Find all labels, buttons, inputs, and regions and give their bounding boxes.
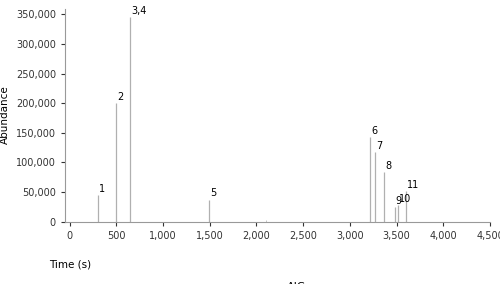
Text: 10: 10	[398, 194, 411, 204]
Text: 2: 2	[118, 92, 124, 102]
Text: 7: 7	[376, 141, 382, 151]
Text: 5: 5	[210, 189, 216, 199]
Text: 6: 6	[372, 126, 378, 136]
Text: 9: 9	[396, 196, 402, 206]
Legend: AIC: AIC	[246, 278, 310, 284]
Text: 1: 1	[99, 184, 105, 194]
Text: 8: 8	[386, 161, 392, 171]
Text: 3,4: 3,4	[132, 6, 147, 16]
Y-axis label: Abundance: Abundance	[0, 86, 10, 144]
Text: 11: 11	[407, 179, 420, 190]
Text: Time (s): Time (s)	[48, 260, 90, 270]
